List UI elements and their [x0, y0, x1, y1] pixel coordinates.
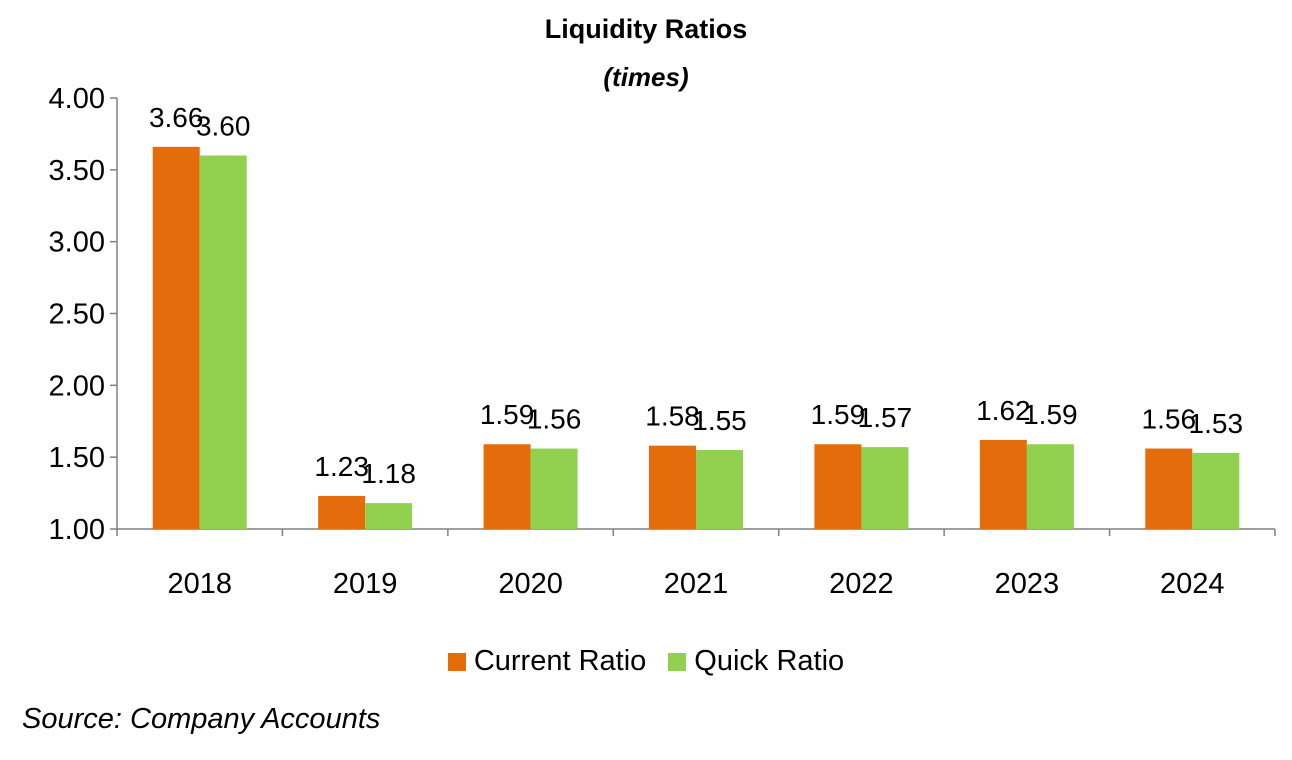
bar-quick-ratio: [696, 449, 743, 529]
y-tick-label: 1.50: [49, 442, 105, 474]
data-label-current-ratio: 1.56: [1142, 404, 1197, 435]
bar-quick-ratio: [199, 155, 247, 529]
y-tick-label: 4.00: [49, 83, 105, 115]
x-tick-label: 2019: [333, 568, 398, 600]
data-label-quick-ratio: 1.56: [527, 404, 582, 435]
x-tick-label: 2018: [167, 568, 232, 600]
bar-quick-ratio: [1026, 444, 1074, 529]
legend-item-quick-ratio: Quick Ratio: [668, 645, 844, 678]
data-label-quick-ratio: 3.60: [196, 110, 251, 141]
data-label-current-ratio: 1.59: [480, 399, 535, 430]
data-label-quick-ratio: 1.18: [361, 458, 416, 489]
legend: Current Ratio Quick Ratio: [0, 645, 1292, 678]
x-tick-label: 2022: [829, 568, 894, 600]
bar-chart: 1.00 1.50 2.00 2.50 3.00 3.50 4.00 3.663.60 2018…: [49, 83, 1276, 600]
data-label-current-ratio: 1.23: [314, 451, 369, 482]
bar-quick-ratio: [530, 448, 578, 529]
y-tick-label: 3.50: [49, 155, 105, 187]
data-label-current-ratio: 3.66: [149, 102, 204, 133]
y-tick-label: 2.00: [49, 370, 105, 402]
data-label-current-ratio: 1.62: [976, 395, 1031, 426]
legend-swatch-quick-ratio: [668, 652, 687, 671]
bar-current-ratio: [483, 444, 531, 529]
bar-quick-ratio: [861, 447, 909, 529]
bar-quick-ratio: [1192, 452, 1240, 529]
bar-current-ratio: [979, 439, 1027, 529]
legend-item-current-ratio: Current Ratio: [447, 645, 647, 678]
bar-current-ratio: [814, 444, 862, 529]
legend-label-current-ratio: Current Ratio: [473, 645, 647, 677]
legend-label-quick-ratio: Quick Ratio: [694, 645, 845, 677]
data-label-quick-ratio: 1.59: [1023, 399, 1078, 430]
y-tick-label: 2.50: [49, 299, 105, 331]
source-note: Source: Company Accounts: [22, 703, 381, 735]
y-tick-label: 1.00: [49, 514, 105, 546]
data-label-current-ratio: 1.59: [811, 399, 866, 430]
bar-current-ratio: [152, 146, 200, 529]
bar-current-ratio: [318, 495, 366, 529]
y-tick-label: 3.00: [49, 227, 105, 259]
bar-quick-ratio: [365, 503, 413, 529]
x-tick-label: 2021: [664, 568, 729, 600]
data-label-quick-ratio: 1.57: [858, 402, 913, 433]
data-label-quick-ratio: 1.53: [1189, 408, 1244, 439]
bar-current-ratio: [1145, 448, 1193, 529]
data-label-quick-ratio: 1.55: [692, 405, 747, 436]
chart-title: Liquidity Ratios: [544, 14, 748, 44]
legend-swatch-current-ratio: [447, 652, 466, 671]
chart-subtitle: (times): [603, 62, 689, 92]
x-tick-label: 2024: [1160, 568, 1225, 600]
x-tick-label: 2020: [498, 568, 563, 600]
bar-current-ratio: [649, 445, 696, 529]
data-label-current-ratio: 1.58: [645, 401, 700, 432]
x-tick-label: 2023: [995, 568, 1060, 600]
